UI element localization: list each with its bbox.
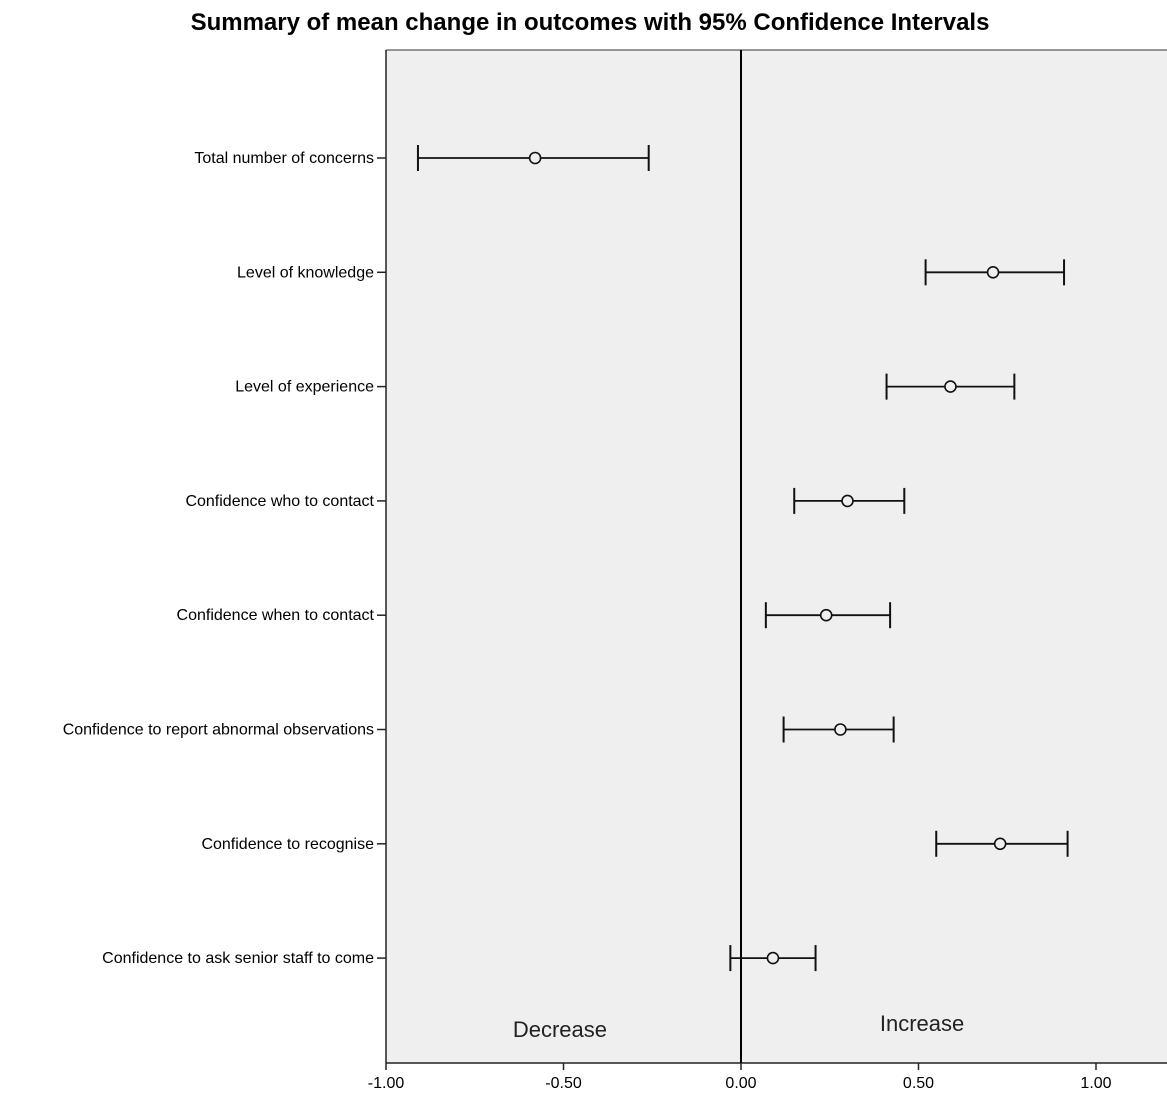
- y-category-label: Confidence when to contact: [177, 607, 375, 624]
- mean-point: [945, 381, 956, 392]
- y-category-label: Confidence to ask senior staff to come: [102, 950, 374, 967]
- x-tick-label: 1.00: [1080, 1075, 1111, 1092]
- y-category-label: Level of knowledge: [237, 264, 374, 281]
- y-category-label: Confidence to report abnormal observatio…: [63, 722, 374, 739]
- annotation-decrease: Decrease: [513, 1017, 607, 1042]
- y-category-label: Level of experience: [235, 379, 374, 396]
- y-category-label: Confidence to recognise: [201, 836, 374, 853]
- mean-point: [767, 953, 778, 964]
- mean-point: [995, 838, 1006, 849]
- mean-point: [530, 153, 541, 164]
- x-tick-label: 0.50: [903, 1075, 934, 1092]
- annotation-increase: Increase: [880, 1011, 964, 1036]
- x-tick-label: -0.50: [545, 1075, 582, 1092]
- y-category-label: Confidence who to contact: [185, 493, 374, 510]
- mean-point: [821, 610, 832, 621]
- mean-point: [842, 495, 853, 506]
- x-tick-label: 0.00: [725, 1075, 756, 1092]
- y-category-label: Total number of concerns: [194, 150, 374, 167]
- mean-point: [835, 724, 846, 735]
- mean-point: [988, 267, 999, 278]
- chart-title: Summary of mean change in outcomes with …: [191, 9, 990, 36]
- x-tick-label: -1.00: [368, 1075, 405, 1092]
- plot-background: [386, 50, 1167, 1063]
